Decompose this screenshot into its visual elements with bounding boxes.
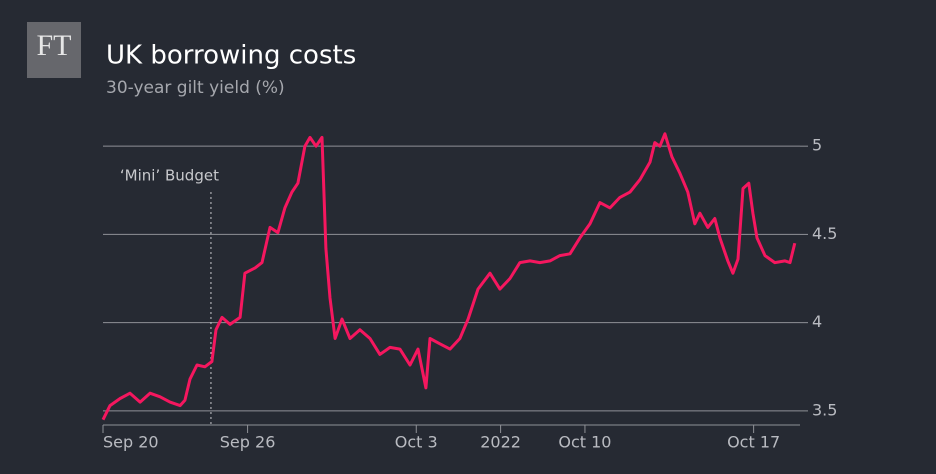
x-tick-label: Oct 10 (558, 433, 611, 452)
x-tick-label: Sep 20 (103, 433, 159, 452)
y-tick-label: 5 (812, 136, 822, 155)
y-tick-label: 4 (812, 312, 822, 331)
x-tick-label: 2022 (480, 433, 521, 452)
line (101, 132, 797, 421)
chart-title: UK borrowing costs (106, 41, 356, 71)
x-tick-label: Oct 3 (395, 433, 438, 452)
x-tick-label: Oct 17 (727, 433, 780, 452)
chart-subtitle: 30-year gilt yield (%) (106, 78, 285, 98)
y-tick-label: 3.5 (812, 400, 837, 419)
logo: FT (36, 29, 71, 62)
x-tick-label: Sep 26 (220, 433, 276, 452)
annotation-label: ‘Mini’ Budget (120, 167, 219, 185)
logo-box (27, 22, 81, 78)
y-tick-label: 4.5 (812, 224, 837, 243)
